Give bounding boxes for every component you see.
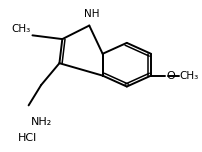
Text: O: O (166, 71, 175, 81)
Text: HCl: HCl (18, 133, 37, 143)
Text: CH₃: CH₃ (180, 71, 199, 81)
Text: CH₃: CH₃ (11, 24, 31, 34)
Text: NH₂: NH₂ (31, 117, 52, 127)
Text: NH: NH (84, 9, 100, 19)
